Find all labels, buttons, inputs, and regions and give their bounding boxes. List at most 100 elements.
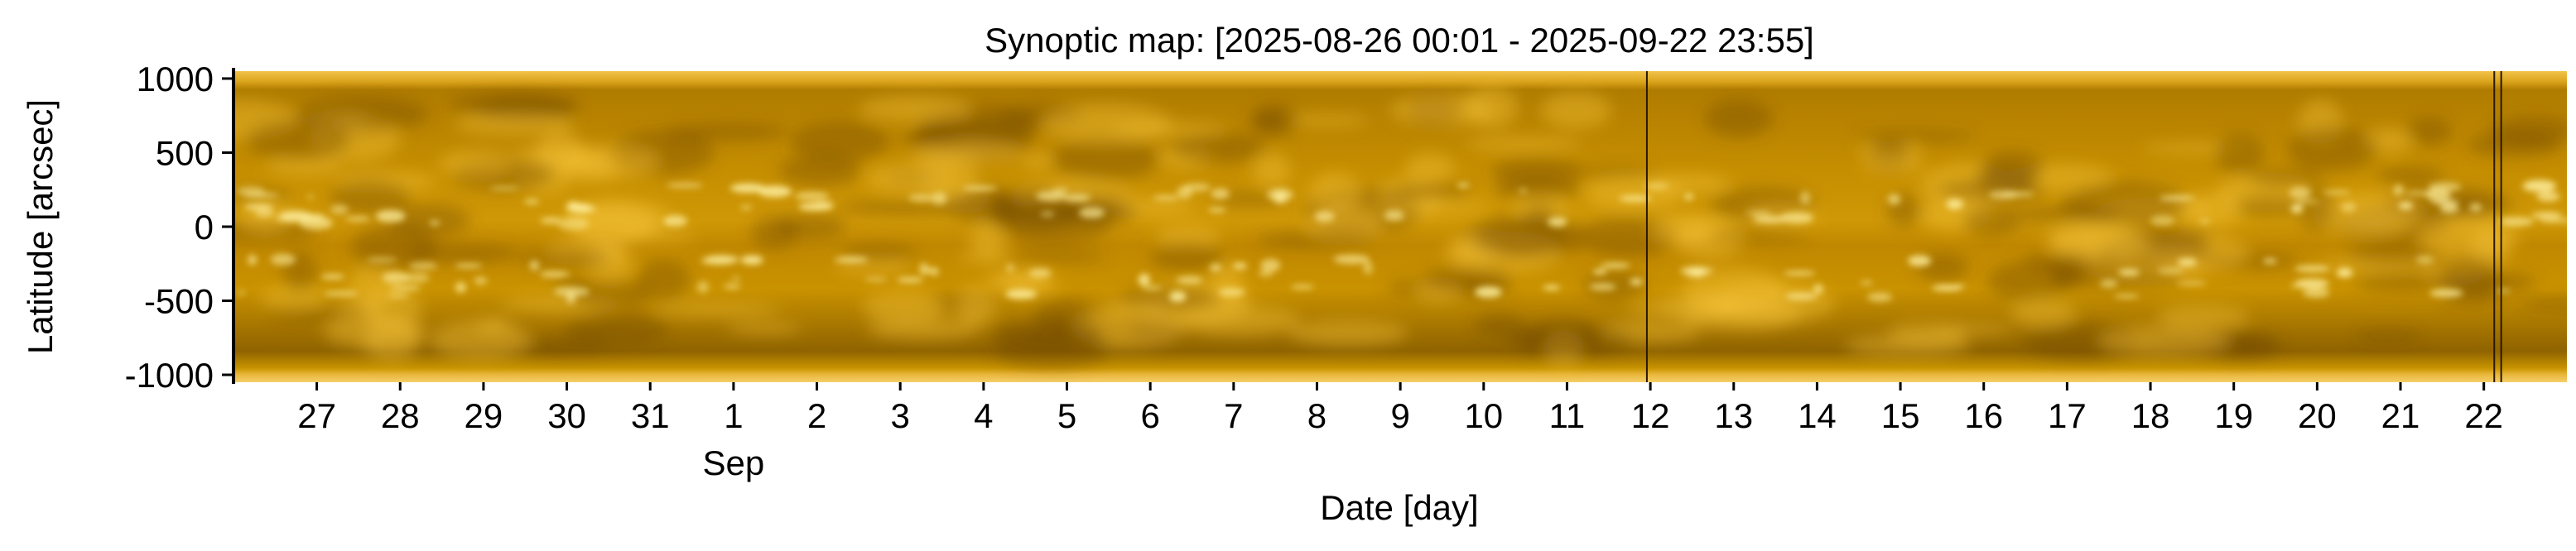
active-region <box>864 277 888 281</box>
texture-blob <box>561 146 659 179</box>
active-region <box>2539 218 2567 223</box>
active-region <box>243 204 274 210</box>
texture-blob <box>1149 242 1226 272</box>
texture-blob <box>859 96 973 122</box>
texture-blob <box>1283 114 1370 126</box>
texture-blob <box>2405 117 2452 146</box>
texture-blob <box>1580 214 1675 258</box>
texture-blob <box>1584 176 1684 210</box>
texture-blob <box>1862 158 1925 173</box>
active-region <box>908 194 935 202</box>
active-region <box>1752 216 1786 223</box>
plot-area <box>234 71 2567 382</box>
active-region <box>2159 194 2195 201</box>
x-secondary-label: Sep <box>703 443 765 482</box>
texture-blob <box>1377 201 1490 212</box>
active-region <box>345 217 370 221</box>
active-region <box>923 267 939 273</box>
texture-blob <box>1255 232 1377 249</box>
active-region <box>1233 262 1247 270</box>
active-region <box>529 260 540 271</box>
x-tick-label: 14 <box>1798 396 1837 435</box>
texture-blob <box>1493 176 1582 201</box>
texture-blob <box>2050 255 2087 289</box>
x-tick-label: 19 <box>2214 396 2253 435</box>
active-region <box>474 276 488 285</box>
texture-blob <box>2286 126 2379 171</box>
active-region <box>1784 271 1816 276</box>
active-region <box>2429 289 2463 298</box>
x-axis-label: Date [day] <box>1320 488 1478 527</box>
active-region <box>740 255 763 265</box>
texture-blob <box>1708 231 1811 242</box>
active-region <box>1210 264 1221 271</box>
active-region <box>2150 215 2175 226</box>
texture-blob <box>2376 166 2445 185</box>
texture-blob <box>518 248 610 269</box>
x-tick-label: 13 <box>1714 396 1753 435</box>
active-region <box>524 199 540 204</box>
active-region <box>1363 261 1373 275</box>
active-region <box>2198 219 2211 223</box>
texture-blob <box>2491 115 2567 145</box>
active-region <box>1630 278 1643 285</box>
active-region <box>1314 211 1335 223</box>
active-region <box>330 204 349 214</box>
texture-blob <box>2353 329 2423 342</box>
active-region <box>2496 289 2511 293</box>
texture-blob <box>970 222 1005 256</box>
active-region <box>2439 203 2459 213</box>
active-region <box>1384 209 1404 221</box>
texture-blob <box>1021 154 1055 169</box>
active-region <box>1142 285 1162 290</box>
y-tick-label: 500 <box>156 133 214 172</box>
texture-blob <box>1117 199 1196 215</box>
texture-blob <box>914 140 1023 164</box>
texture-blob <box>1006 251 1106 262</box>
texture-blob <box>568 278 650 309</box>
texture-blob <box>1392 183 1472 199</box>
active-region <box>1519 188 1528 193</box>
active-region <box>663 218 672 225</box>
active-region <box>320 274 345 280</box>
texture-blob <box>959 251 1014 263</box>
active-region <box>236 290 247 295</box>
x-tick-label: 4 <box>974 396 993 435</box>
active-region <box>2290 283 2309 288</box>
active-region <box>2302 287 2330 298</box>
texture-blob <box>1704 98 1774 138</box>
active-region <box>2536 191 2560 202</box>
x-tick-label: 3 <box>891 396 910 435</box>
x-tick-label: 27 <box>297 396 336 435</box>
active-region <box>1040 211 1055 218</box>
texture-blob <box>1465 137 1582 151</box>
texture-blob <box>1250 103 1298 138</box>
active-region <box>1592 269 1607 275</box>
texture-blob <box>2050 227 2152 260</box>
texture-blob <box>2010 299 2076 327</box>
active-region <box>366 256 398 262</box>
active-region <box>961 186 998 190</box>
active-region <box>704 255 739 265</box>
y-axis-label: Latitude [arcsec] <box>21 99 60 354</box>
texture-blob <box>1405 153 1456 182</box>
active-region <box>723 284 741 290</box>
active-region <box>429 220 441 225</box>
texture-blob <box>726 322 803 334</box>
x-tick-label: 7 <box>1224 396 1243 435</box>
active-region <box>1600 262 1630 269</box>
active-region <box>1211 188 1230 199</box>
texture-blob <box>838 199 965 215</box>
active-region <box>1005 289 1038 299</box>
active-region <box>1006 263 1014 272</box>
x-tick-label: 30 <box>547 396 586 435</box>
x-tick-label: 8 <box>1307 396 1327 435</box>
active-region <box>932 192 947 205</box>
texture-blob <box>2312 192 2423 235</box>
texture-blob <box>2354 271 2453 292</box>
active-region <box>1457 183 1470 188</box>
active-region <box>1866 292 1893 302</box>
texture-blob <box>1253 152 1291 187</box>
texture-blob <box>1042 103 1172 143</box>
texture-blob <box>2234 195 2304 216</box>
